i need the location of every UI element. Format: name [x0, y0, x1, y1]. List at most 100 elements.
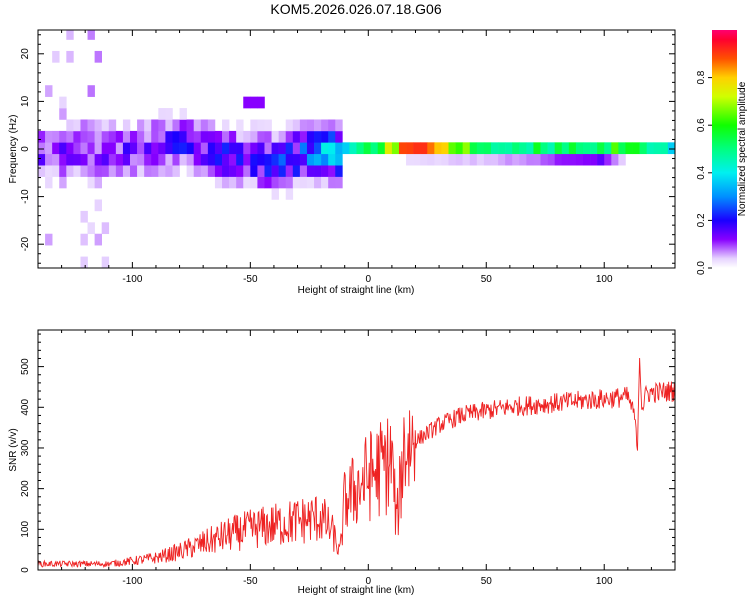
spectrogram-cell	[236, 130, 244, 143]
spectrogram-cell	[222, 176, 230, 189]
spectrogram-cell	[193, 130, 202, 143]
spectrogram-cell	[236, 153, 244, 166]
spectrogram-cell	[165, 153, 173, 166]
spectrogram-cell	[207, 165, 216, 177]
spectrogram-cell	[214, 165, 223, 177]
spectrogram-cell	[278, 130, 287, 143]
spectrogram-cell	[604, 153, 612, 166]
spectrogram-cell	[229, 142, 237, 155]
spectrogram-cell	[101, 222, 110, 235]
snr-y-tick-label: 200	[20, 480, 31, 497]
spectrogram-cell	[292, 153, 301, 166]
spectrogram-cell	[207, 153, 216, 166]
spectrogram-cell	[561, 142, 570, 155]
colorbar-tick-label: 0.4	[696, 165, 707, 179]
spectrogram-cell	[271, 176, 279, 189]
spectrogram-cell	[455, 142, 463, 155]
figure-title: KOM5.2026.026.07.18.G06	[270, 1, 441, 17]
spectrogram-cell	[80, 165, 88, 177]
spectrogram-cell	[427, 153, 435, 166]
spectrogram-cell	[264, 142, 272, 155]
spectrogram-cell	[547, 142, 555, 155]
spectrogram-cell	[335, 153, 343, 166]
spectrogram-cell	[547, 153, 555, 166]
spectrogram-cell	[306, 142, 315, 155]
spectrogram-cell	[335, 142, 343, 155]
spectrogram-cell	[193, 153, 202, 166]
spectrogram-cell	[335, 130, 343, 143]
spectrogram-cell	[533, 153, 541, 166]
spectrogram-cell	[321, 130, 329, 143]
spectrogram-cell	[73, 165, 81, 177]
spectrogram-cell	[292, 142, 301, 155]
spectrogram-cell	[271, 130, 279, 143]
spectrogram-cell	[144, 142, 152, 155]
spectrogram-cell	[540, 153, 548, 166]
spectrogram-cell	[314, 176, 322, 189]
spectrogram-cell	[328, 165, 336, 177]
spectrogram-cell	[264, 165, 272, 177]
spectrogram-cell	[200, 119, 209, 132]
spectrogram-cell	[554, 153, 563, 166]
spectrogram-cell	[45, 130, 53, 143]
spectrogram-cell	[314, 119, 322, 132]
spectrogram-cell	[179, 142, 187, 155]
spectrogram-cell	[646, 142, 655, 155]
spectrogram-cell	[172, 153, 180, 166]
spectrogram-cell	[243, 130, 251, 143]
spectrogram-cell	[200, 130, 209, 143]
spectrogram-cell	[87, 176, 95, 189]
spectrogram-cell	[278, 142, 287, 155]
colorbar-tick-label: 0.2	[696, 213, 707, 227]
spectrogram-cell	[526, 153, 534, 166]
spectrogram-cell	[137, 119, 145, 132]
spectrogram-cell	[363, 142, 371, 155]
spectrogram-cell	[257, 153, 265, 166]
spectrogram-cell	[490, 153, 499, 166]
spectrogram-cell	[299, 142, 308, 155]
spectrogram-cell	[604, 142, 612, 155]
spectrogram-cell	[151, 165, 159, 177]
spectrogram-cell	[271, 153, 279, 166]
spectrogram-cell	[94, 50, 102, 63]
spectrogram-cell	[137, 142, 145, 155]
spectrogram-cell	[66, 165, 74, 177]
spectrogram-cell	[356, 142, 364, 155]
spectrogram-cell	[526, 142, 534, 155]
spectrogram-cell	[490, 142, 499, 155]
spectrogram-cell	[285, 130, 294, 143]
spectrogram-cell	[73, 142, 81, 155]
spectrogram-cell	[455, 153, 463, 166]
spectrogram-cell	[38, 142, 46, 155]
spectrogram-cell	[285, 188, 294, 200]
spectrogram-cell	[158, 119, 166, 132]
spectrogram-cell	[519, 142, 527, 155]
spectrogram-cell	[52, 130, 60, 143]
snr-x-axis-label: Height of straight line (km)	[298, 585, 415, 596]
spectrogram-cell	[151, 153, 159, 166]
spectrogram-cell	[250, 176, 258, 189]
spectrogram-cell	[448, 153, 456, 166]
spectrogram-cell	[498, 153, 506, 166]
spectrogram-cell	[94, 119, 102, 132]
spectrogram-cell	[59, 108, 67, 120]
snr-x-tick-label: -50	[243, 576, 258, 587]
spectrogram-cell	[512, 142, 520, 155]
spectrogram-cell	[250, 96, 258, 109]
spectrogram-cell	[533, 142, 541, 155]
spectrogram-cell	[349, 142, 357, 155]
spectrogram-cell	[632, 142, 640, 155]
spectrogram-cell	[222, 119, 230, 132]
spectrogram-cell	[462, 153, 471, 166]
spectrogram-cell	[434, 153, 442, 166]
spectrogram-cell	[207, 119, 216, 132]
spectrogram-cell	[299, 165, 308, 177]
spectrogram-cell	[483, 153, 492, 166]
spectrogram-cell	[94, 199, 102, 212]
spectrogram-cell	[94, 233, 102, 246]
spectrogram-cell	[229, 130, 237, 143]
spectrogram-cell	[52, 165, 60, 177]
spectrogram-cell	[101, 142, 110, 155]
spectrogram-cell	[321, 153, 329, 166]
spectrogram-cell	[512, 153, 520, 166]
